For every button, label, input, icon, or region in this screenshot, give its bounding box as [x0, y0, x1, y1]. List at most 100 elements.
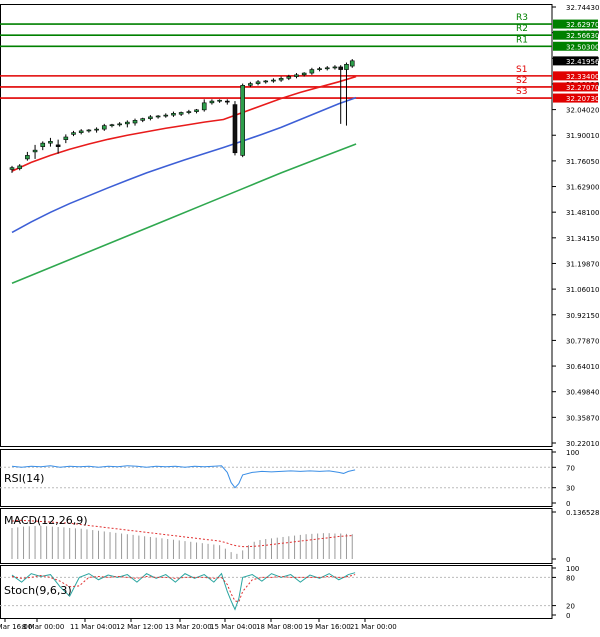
level-price-label: 32.50300 — [566, 43, 599, 51]
level-label-r3: R3 — [516, 13, 528, 23]
moving-average-line-3 — [11, 143, 357, 285]
candle-body — [40, 142, 46, 147]
y-tick-label: 30.22010 — [566, 440, 599, 448]
candle-body — [163, 114, 169, 117]
stoch-d-line — [11, 574, 356, 603]
x-tick-label: 12 Mar 12:00 — [116, 623, 163, 631]
y-tick-label: 30.77870 — [566, 337, 599, 345]
candle-body — [125, 121, 130, 125]
level-price-tag — [553, 41, 598, 51]
candle-body — [194, 109, 199, 112]
candle-body — [140, 118, 146, 121]
candle-body — [55, 144, 61, 147]
level-price-label: 32.20730 — [566, 95, 599, 103]
candle-body — [32, 149, 38, 153]
candle-body — [48, 141, 53, 144]
candle-body — [317, 68, 322, 70]
x-tick-label: 8 Mar 00:00 — [22, 623, 64, 631]
rsi-panel-frame — [0, 449, 553, 507]
level-label-r1: R1 — [516, 35, 528, 45]
candle-body — [86, 129, 92, 132]
level-price-tag — [553, 30, 598, 40]
stoch-k-line — [11, 572, 356, 611]
candle-body — [232, 104, 238, 154]
candle-body — [278, 78, 284, 81]
candle-body — [271, 79, 276, 82]
stoch-tick-label: 100 — [566, 565, 579, 573]
candle-body — [324, 67, 330, 70]
macd-panel-frame — [0, 508, 553, 564]
candle-body — [224, 100, 230, 103]
candle-body — [349, 60, 355, 67]
candle-body — [209, 100, 215, 104]
y-tick-label: 31.48100 — [566, 209, 599, 217]
candle-body — [255, 81, 261, 84]
candle-body — [186, 111, 192, 113]
last-price-tag — [553, 56, 598, 66]
candle-body — [240, 85, 245, 156]
candle-body — [9, 167, 15, 170]
y-tick-label: 31.90010 — [566, 132, 599, 140]
level-price-tag — [553, 71, 598, 81]
y-tick-label: 32.74430 — [566, 4, 599, 12]
macd-title: MACD(12,26,9) — [4, 514, 88, 527]
x-tick-label: 13 Mar 20:00 — [165, 623, 212, 631]
price-panel-frame — [0, 4, 553, 447]
y-tick-label: 30.64010 — [566, 363, 599, 371]
macd-signal-line — [11, 519, 353, 548]
moving-average-line-2 — [11, 96, 357, 234]
candle-body — [25, 155, 30, 160]
level-price-tag — [553, 82, 598, 92]
y-tick-label: 31.76050 — [566, 158, 599, 166]
y-tick-label: 32.04020 — [566, 107, 599, 115]
candle-body — [217, 99, 222, 102]
stoch-tick-label: 0 — [566, 612, 570, 620]
candle-body — [171, 113, 176, 116]
candle-body — [109, 124, 115, 127]
candle-body — [155, 115, 161, 118]
candle-body — [286, 76, 292, 79]
level-label-s1: S1 — [516, 65, 527, 75]
macd-tick-label: 0.136528 — [566, 509, 599, 517]
candle-body — [78, 130, 84, 133]
level-price-tag — [553, 93, 598, 103]
stoch-title: Stoch(9,6,3) — [4, 584, 72, 597]
candle-body — [201, 102, 207, 111]
candle-body — [17, 165, 22, 169]
level-label-s2: S2 — [516, 76, 527, 86]
candle-body — [101, 125, 107, 130]
stoch-tick-label: 20 — [566, 603, 575, 611]
candle-body — [294, 74, 299, 77]
macd-tick-label: 0 — [566, 556, 570, 564]
rsi-tick-label: 70 — [566, 464, 575, 472]
x-tick-label: 15 Mar 04:00 — [210, 623, 257, 631]
candle-body — [263, 80, 269, 83]
y-tick-label: 31.19870 — [566, 260, 599, 268]
rsi-line — [11, 465, 356, 489]
candle-body — [63, 136, 69, 140]
rsi-tick-label: 30 — [566, 485, 575, 493]
rsi-tick-label: 100 — [566, 449, 579, 457]
x-tick-label: 18 Mar 08:00 — [256, 623, 303, 631]
candle-body — [178, 112, 184, 115]
rsi-tick-label: 0 — [566, 500, 570, 508]
x-tick-label: 19 Mar 16:00 — [304, 623, 351, 631]
candle-body — [71, 132, 76, 135]
y-tick-label: 31.62900 — [566, 184, 599, 192]
rsi-title: RSI(14) — [4, 472, 44, 485]
candle-body — [344, 64, 349, 70]
level-price-tag — [553, 19, 598, 29]
candle-body — [338, 66, 344, 70]
x-tick-label: 21 Mar 00:00 — [350, 623, 397, 631]
y-tick-label: 30.35870 — [566, 414, 599, 422]
last-price-label: 32.41956 — [566, 58, 600, 66]
candle-body — [248, 83, 253, 86]
candle-body — [117, 123, 122, 126]
candle-body — [148, 116, 153, 119]
level-price-label: 32.56630 — [566, 32, 599, 40]
level-price-label: 32.27070 — [566, 84, 599, 92]
level-price-label: 32.62970 — [566, 21, 599, 29]
x-tick-label: 6 Mar 16:00 — [0, 623, 32, 631]
stoch-panel-frame — [0, 565, 553, 619]
